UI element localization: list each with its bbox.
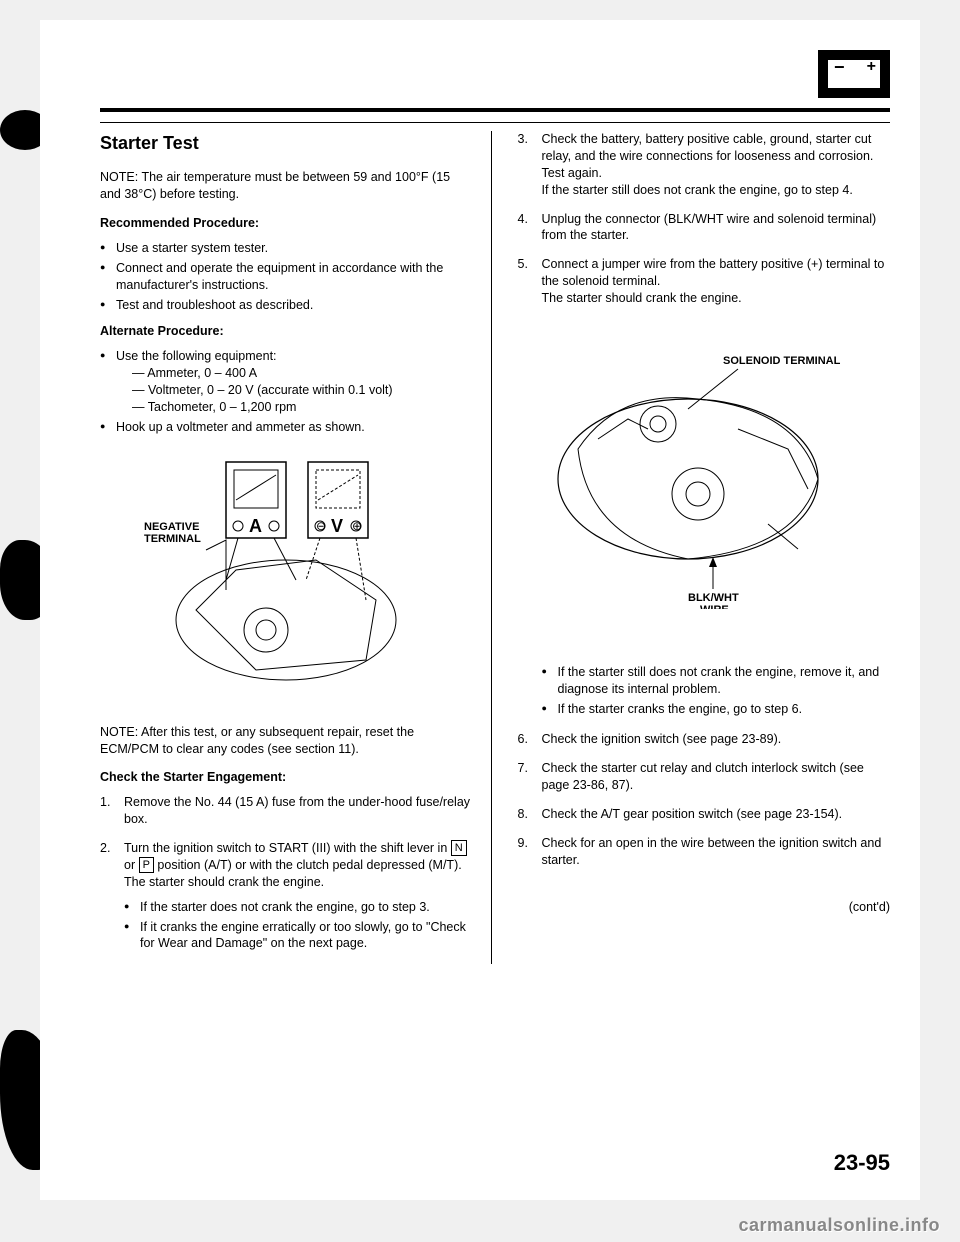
right-column: 3. Check the battery, battery positive c… (512, 131, 891, 964)
step-num: 6. (518, 731, 528, 748)
step-item: 8. Check the A/T gear position switch (s… (518, 806, 891, 823)
svg-text:NEGATIVE: NEGATIVE (144, 521, 199, 533)
step-item: 6. Check the ignition switch (see page 2… (518, 731, 891, 748)
svg-text:V: V (331, 516, 343, 536)
svg-text:⊕: ⊕ (352, 519, 362, 533)
alt-heading: Alternate Procedure: (100, 323, 473, 340)
svg-text:SOLENOID TERMINAL: SOLENOID TERMINAL (723, 355, 841, 367)
divider-thick (100, 108, 890, 112)
step2-bullets: If the starter does not crank the engine… (124, 899, 473, 953)
right-bullets: If the starter still does not crank the … (542, 664, 891, 718)
step-text: Turn the ignition switch to START (III) … (124, 841, 467, 889)
list-item: Use a starter system tester. (100, 240, 473, 257)
right-steps2: 6. Check the ignition switch (see page 2… (518, 731, 891, 868)
list-item: If the starter still does not crank the … (542, 664, 891, 698)
step-num: 9. (518, 835, 528, 852)
list-item: Voltmeter, 0 – 20 V (accurate within 0.1… (132, 382, 473, 399)
battery-icon (818, 50, 890, 98)
step-num: 7. (518, 760, 528, 777)
svg-text:BLK/WHT: BLK/WHT (688, 592, 739, 604)
list-item: Test and troubleshoot as described. (100, 297, 473, 314)
temp-note: NOTE: The air temperature must be betwee… (100, 169, 473, 203)
step-item: 5. Connect a jumper wire from the batter… (518, 256, 891, 307)
step-text: Unplug the connector (BLK/WHT wire and s… (542, 212, 877, 243)
step-text: Connect a jumper wire from the battery p… (542, 257, 885, 305)
meter-hookup-diagram: NEGATIVE TERMINAL A ⊖ V ⊕ (136, 450, 436, 710)
step-item: 9. Check for an open in the wire between… (518, 835, 891, 869)
page-title: Starter Test (100, 131, 473, 155)
solenoid-diagram: SOLENOID TERMINAL BLK/WHT WIRE (538, 349, 868, 609)
rec-heading: Recommended Procedure: (100, 215, 473, 232)
step-num: 8. (518, 806, 528, 823)
step-num: 1. (100, 794, 110, 811)
step-item: 7. Check the starter cut relay and clutc… (518, 760, 891, 794)
svg-text:TERMINAL: TERMINAL (144, 533, 201, 545)
equipment-list: Ammeter, 0 – 400 A Voltmeter, 0 – 20 V (… (116, 365, 473, 416)
divider-thin (100, 122, 890, 123)
step-text: Check the A/T gear position switch (see … (542, 807, 843, 821)
page: Starter Test NOTE: The air temperature m… (40, 20, 920, 1200)
step-item: 1. Remove the No. 44 (15 A) fuse from th… (100, 794, 473, 828)
list-item: Connect and operate the equipment in acc… (100, 260, 473, 294)
list-text: Use the following equipment: (116, 349, 277, 363)
check-heading: Check the Starter Engagement: (100, 769, 473, 786)
step-text: Check the battery, battery positive cabl… (542, 132, 874, 197)
contd: (cont'd) (518, 899, 891, 916)
list-item: Ammeter, 0 – 400 A (132, 365, 473, 382)
ecm-note: NOTE: After this test, or any subsequent… (100, 724, 473, 758)
step-text: Check the starter cut relay and clutch i… (542, 761, 864, 792)
svg-text:⊖: ⊖ (316, 519, 326, 533)
right-steps: 3. Check the battery, battery positive c… (518, 131, 891, 307)
rec-list: Use a starter system tester. Connect and… (100, 240, 473, 314)
step-item: 3. Check the battery, battery positive c… (518, 131, 891, 199)
list-item: Hook up a voltmeter and ammeter as shown… (100, 419, 473, 436)
list-item: If the starter cranks the engine, go to … (542, 701, 891, 718)
list-item: Tachometer, 0 – 1,200 rpm (132, 399, 473, 416)
step-num: 2. (100, 840, 110, 857)
list-item: Use the following equipment: Ammeter, 0 … (100, 348, 473, 416)
left-steps: 1. Remove the No. 44 (15 A) fuse from th… (100, 794, 473, 952)
step-item: 4. Unplug the connector (BLK/WHT wire an… (518, 211, 891, 245)
step-num: 4. (518, 211, 528, 228)
list-item: If the starter does not crank the engine… (124, 899, 473, 916)
list-item: If it cranks the engine erratically or t… (124, 919, 473, 953)
step-text: Remove the No. 44 (15 A) fuse from the u… (124, 795, 470, 826)
step-text: Check the ignition switch (see page 23-8… (542, 732, 782, 746)
watermark: carmanualsonline.info (738, 1215, 940, 1236)
alt-list: Use the following equipment: Ammeter, 0 … (100, 348, 473, 435)
left-column: Starter Test NOTE: The air temperature m… (100, 131, 492, 964)
step-num: 3. (518, 131, 528, 148)
page-number: 23-95 (834, 1150, 890, 1176)
step-text: Check for an open in the wire between th… (542, 836, 882, 867)
svg-text:WIRE: WIRE (700, 604, 729, 609)
step-item: 2. Turn the ignition switch to START (II… (100, 840, 473, 952)
step-num: 5. (518, 256, 528, 273)
svg-text:A: A (249, 516, 262, 536)
